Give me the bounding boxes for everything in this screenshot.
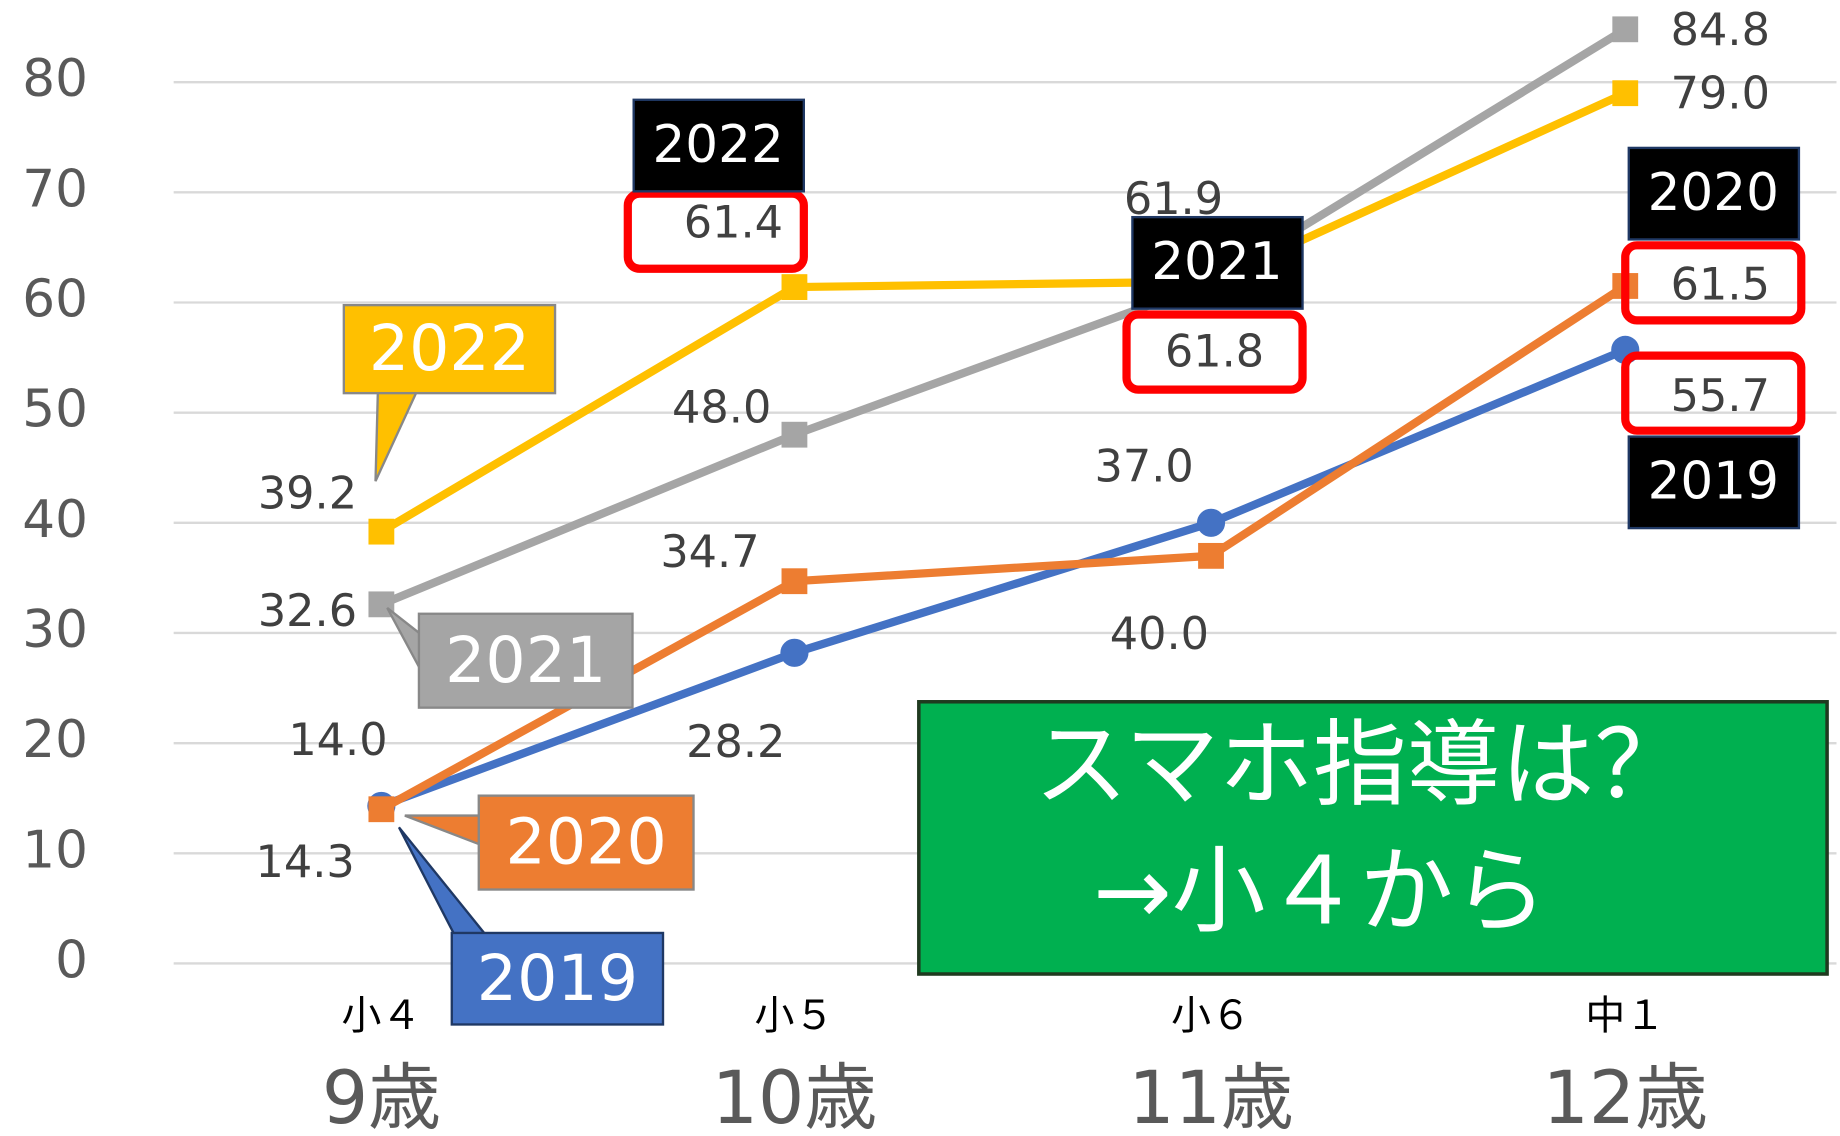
data-point (368, 518, 395, 545)
data-label: 48.0 (672, 382, 771, 434)
series-line (379, 25, 1628, 609)
callout-pointer (397, 826, 490, 938)
callout-label: 2022 (369, 311, 530, 385)
year-box-label: 2022 (652, 115, 783, 175)
data-label: 14.3 (255, 836, 354, 888)
x-grade-label: 小４ (341, 993, 421, 1039)
year-box (632, 98, 805, 193)
data-point (1612, 80, 1639, 107)
data-label: 61.4 (684, 196, 783, 248)
x-tick-label: 12歳 (1543, 1056, 1708, 1136)
x-grade-label: 中１ (1585, 993, 1665, 1039)
highlight-box (1621, 351, 1806, 435)
callout-label: 2021 (445, 623, 606, 697)
x-tick-label: 9歳 (322, 1056, 441, 1136)
annotation-box: スマホ指導は？ →小４から (917, 700, 1829, 976)
callout-box (342, 303, 557, 395)
callout-pointer (386, 606, 422, 670)
callout-pointer (404, 814, 483, 847)
y-tick-label: 30 (22, 600, 88, 660)
callout-label: 2019 (477, 941, 638, 1015)
data-label: 14.0 (288, 714, 387, 766)
callout-box (477, 794, 695, 891)
x-grade-label: 小６ (1171, 993, 1251, 1039)
x-tick-label: 10歳 (712, 1056, 877, 1136)
data-point (1612, 16, 1639, 43)
data-label: 84.8 (1671, 4, 1770, 56)
year-box (1131, 215, 1304, 310)
data-point (368, 796, 395, 823)
data-point (781, 274, 808, 300)
highlight-box (1621, 241, 1806, 325)
data-label: 37.0 (1094, 440, 1193, 492)
y-tick-label: 20 (22, 710, 88, 770)
year-box (1627, 435, 1801, 530)
data-point (781, 568, 808, 595)
annotation-text: →小４から (1093, 838, 1547, 947)
data-label: 61.5 (1671, 259, 1770, 311)
annotation-text: スマホ指導は？ (1034, 711, 1688, 820)
data-point (1198, 542, 1224, 569)
series-line (379, 89, 1627, 536)
data-label: 55.7 (1671, 370, 1770, 422)
data-point (780, 638, 809, 667)
y-tick-label: 60 (22, 270, 88, 330)
data-label: 34.7 (660, 526, 759, 578)
data-label: 32.6 (258, 585, 357, 637)
callout-box (450, 931, 665, 1026)
data-point (781, 421, 808, 448)
y-tick-label: 80 (22, 49, 88, 109)
data-label: 79.0 (1671, 67, 1770, 119)
y-tick-label: 70 (22, 159, 88, 219)
callout-box (417, 612, 634, 709)
year-box (1627, 146, 1801, 241)
data-label: 28.2 (686, 716, 785, 768)
y-tick-label: 50 (22, 380, 88, 440)
year-box-label: 2019 (1648, 452, 1779, 512)
data-point (1196, 508, 1226, 537)
y-tick-label: 0 (55, 930, 88, 990)
x-grade-label: 小５ (755, 993, 835, 1039)
highlight-box (623, 189, 808, 273)
callout-label: 2020 (506, 805, 667, 879)
data-label: 39.2 (258, 467, 357, 519)
y-tick-label: 10 (22, 820, 88, 880)
x-tick-label: 11歳 (1128, 1056, 1293, 1136)
annotation-background (917, 700, 1829, 976)
callout-pointer (374, 390, 419, 482)
data-label: 40.0 (1110, 608, 1209, 660)
year-box-label: 2021 (1151, 232, 1282, 292)
data-label: 61.8 (1165, 325, 1264, 377)
y-tick-label: 40 (22, 490, 88, 550)
highlight-box (1122, 310, 1307, 394)
series-line (379, 346, 1627, 810)
year-box-label: 2020 (1648, 163, 1779, 223)
